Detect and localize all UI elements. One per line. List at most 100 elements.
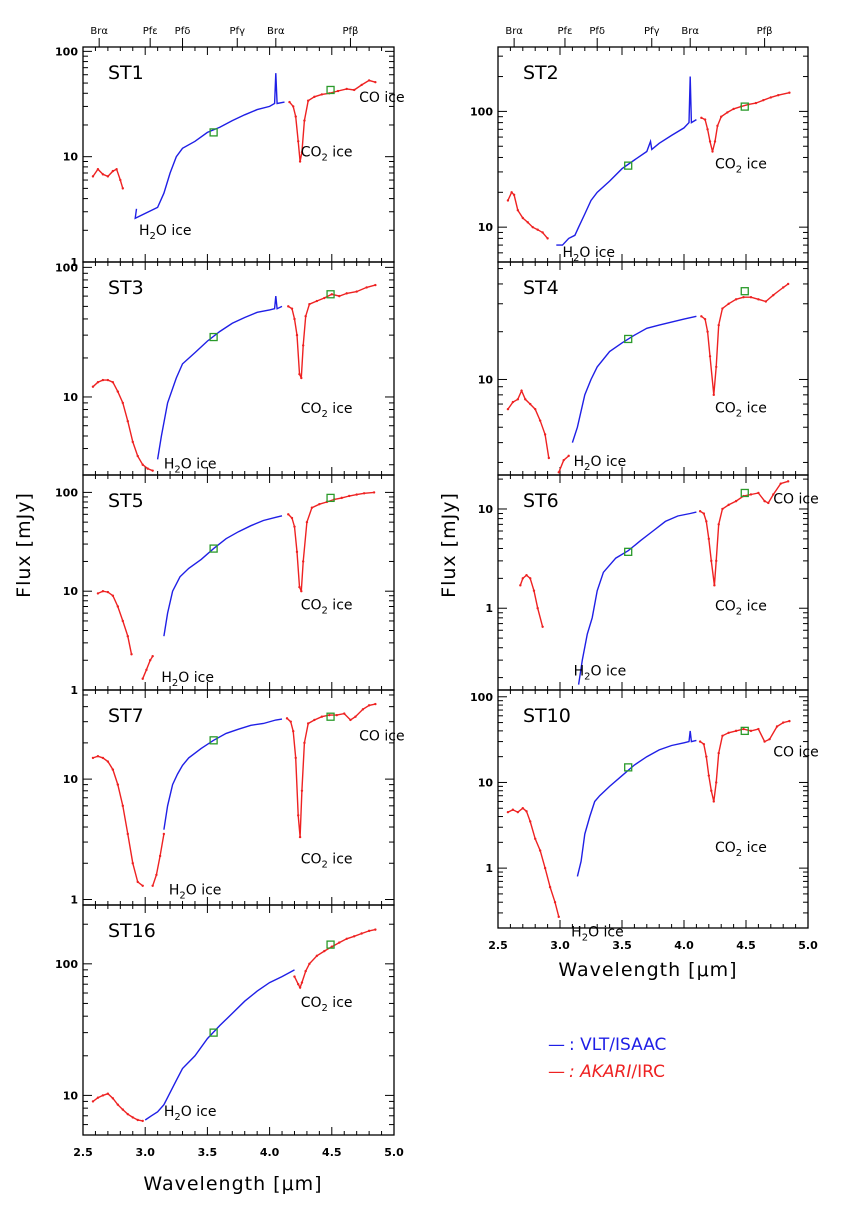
akari-point [310, 506, 314, 509]
line-marker-label: Pfγ [644, 26, 660, 37]
akari-point [301, 344, 305, 347]
akari-point [300, 981, 304, 984]
akari-point [349, 718, 352, 722]
legend-akari-rest: /IRC [631, 1062, 665, 1082]
akari-point [323, 296, 326, 300]
y-tick-label: 1 [485, 862, 493, 875]
akari-point [754, 101, 758, 105]
akari-point [367, 929, 371, 933]
akari-point [524, 398, 527, 401]
akari-point [511, 400, 515, 404]
akari-point [706, 330, 709, 333]
akari-point [318, 502, 321, 506]
akari-point [521, 807, 524, 810]
akari-point [158, 854, 162, 858]
x-tick-label: 2.5 [488, 939, 508, 952]
legend-akari-dash: — [548, 1062, 565, 1082]
akari-point [767, 501, 770, 505]
akari-point [757, 727, 760, 731]
akari-point [287, 305, 290, 308]
akari-spectrum-long [286, 703, 376, 838]
akari-point [91, 756, 95, 760]
akari-point [293, 525, 296, 528]
akari-point [155, 873, 158, 877]
x-tick-label: 3.0 [550, 939, 570, 952]
akari-point [315, 299, 319, 303]
akari-point [742, 727, 745, 731]
photometry-square [326, 290, 335, 299]
y-tick-label: 1 [70, 684, 78, 697]
top-lines-right: Brα Pfε Pfδ Pfγ Brα Pfβ [505, 26, 773, 47]
akari-point [91, 1100, 95, 1103]
akari-point [525, 574, 528, 577]
co2-ice-label: CO2 ice [715, 400, 767, 419]
akari-point [786, 282, 790, 286]
akari-point [115, 168, 118, 171]
akari-point [116, 1103, 120, 1106]
akari-point [538, 419, 542, 422]
akari-spectrum-short [92, 168, 124, 189]
akari-point [288, 100, 291, 104]
akari-point [708, 355, 712, 358]
akari-point [300, 376, 303, 380]
akari-point [757, 491, 760, 495]
panel-title: ST4 [523, 277, 559, 299]
photometry-square [624, 763, 633, 772]
akari-point [116, 390, 120, 393]
akari-point [721, 507, 724, 511]
akari-point [707, 774, 710, 777]
line-marker-label: Pfβ [342, 26, 358, 37]
akari-point [96, 592, 100, 595]
akari-point [372, 491, 376, 494]
akari-point [297, 814, 300, 817]
akari-point [106, 760, 110, 763]
xlabel-right: Wavelength [μm] [558, 959, 737, 981]
akari-point [516, 209, 520, 212]
akari-spectrum-short [92, 379, 153, 472]
y-tick-label: 100 [470, 691, 493, 704]
akari-point [703, 317, 707, 321]
panel-frame [497, 689, 809, 929]
akari-point [136, 454, 139, 458]
akari-point [96, 755, 100, 758]
co2-ice-label: CO2 ice [301, 401, 353, 420]
akari-point [557, 915, 560, 919]
akari-point [727, 503, 730, 507]
akari-point [529, 402, 532, 406]
akari-point [293, 975, 296, 978]
akari-point [543, 866, 547, 870]
akari-point [111, 768, 115, 771]
akari-point [119, 178, 122, 182]
photometry-square [740, 287, 749, 296]
panel-st10: 1 10 100 ST10 H2O ice CO2 ice CO ice [470, 689, 819, 943]
y-tick-label: 10 [478, 221, 494, 234]
akari-point [712, 800, 715, 803]
y-tick-label: 10 [478, 503, 494, 516]
akari-point [106, 590, 110, 594]
akari-spectrum-long [152, 833, 165, 887]
line-marker-label: Brα [505, 26, 523, 37]
legend-akari-label: : AKARI/IRC [569, 1062, 665, 1082]
akari-point [541, 625, 544, 628]
isaac-spectrum [144, 969, 295, 1121]
x-tick-label: 3.5 [198, 1146, 218, 1159]
co2-ice-label: CO2 ice [715, 157, 767, 176]
akari-point [543, 433, 547, 436]
akari-point [295, 550, 299, 554]
akari-point [315, 954, 319, 958]
top-lines-left: Brα Pfε Pfδ Pfγ Brα Pfβ [90, 26, 358, 47]
h2o-ice-label: H2O ice [139, 223, 192, 242]
akari-point [303, 119, 306, 122]
y-tick-label: 10 [478, 776, 494, 789]
akari-point [734, 499, 738, 503]
akari-point [726, 111, 729, 114]
line-marker-label: Pfδ [589, 26, 605, 37]
akari-point [131, 862, 134, 865]
legend-vlt-label: : VLT/ISAAC [569, 1035, 666, 1055]
akari-point [374, 928, 377, 931]
akari-point [126, 420, 129, 423]
akari-point [148, 659, 152, 662]
akari-point [367, 704, 371, 707]
y-tick-label: 10 [63, 151, 79, 164]
akari-point [330, 945, 333, 948]
